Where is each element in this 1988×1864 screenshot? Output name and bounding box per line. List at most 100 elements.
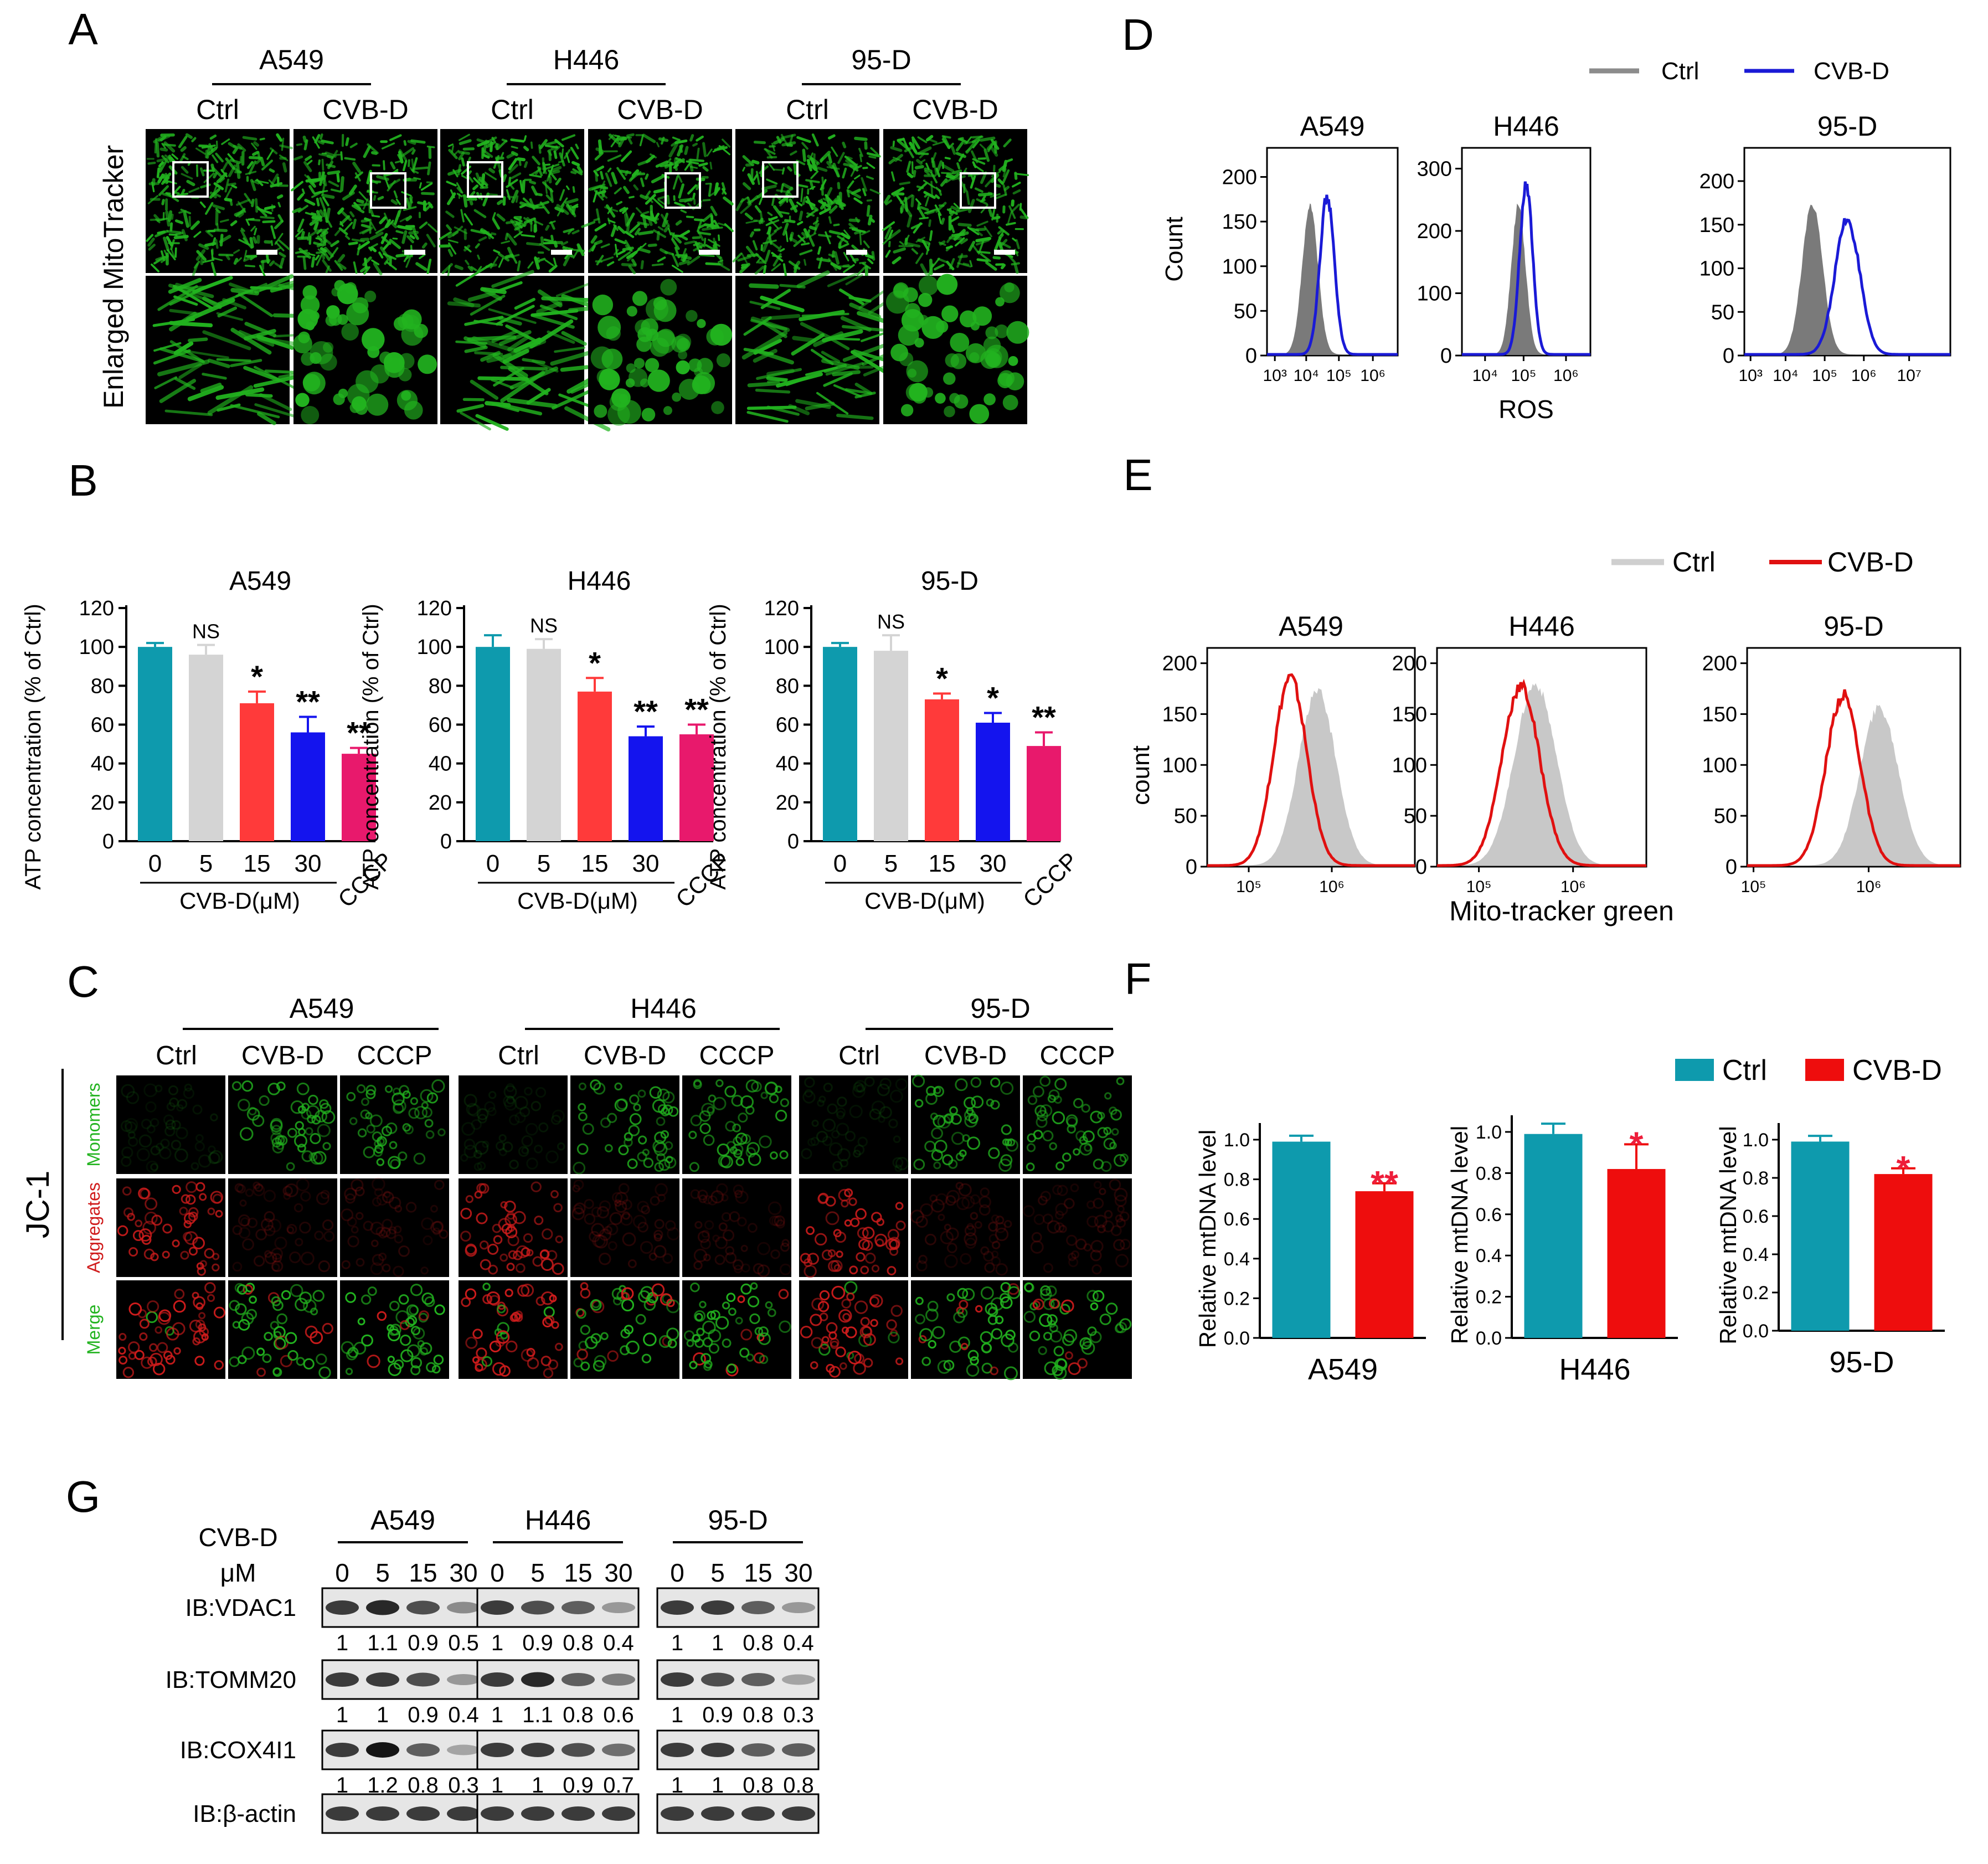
mito-fragment <box>521 222 526 228</box>
cell-ring <box>121 1146 133 1158</box>
mito-fragment <box>1012 182 1021 188</box>
plot-frame <box>1743 147 1951 357</box>
mito-fragment <box>838 243 849 249</box>
cell-ring <box>845 1326 857 1338</box>
mito-blob <box>935 393 946 404</box>
mito-fragment <box>199 201 206 208</box>
cell-ring <box>152 1362 166 1376</box>
mito-fragment <box>544 140 558 146</box>
mito-fragment <box>490 256 499 269</box>
blot-quant-value: 0.9 <box>408 1703 439 1727</box>
mito-fragment <box>500 152 504 158</box>
cell-ring <box>714 1254 725 1265</box>
mito-fragment <box>803 228 810 237</box>
mito-tubule <box>467 291 496 302</box>
mito-blob <box>900 404 914 416</box>
mito-fragment <box>925 243 931 255</box>
cell-ring <box>1110 1109 1122 1121</box>
mito-fragment <box>678 260 690 266</box>
cell-ring <box>739 1347 750 1358</box>
mito-fragment <box>998 164 1007 172</box>
mito-blob <box>918 292 933 307</box>
cell-ring <box>869 1296 879 1306</box>
mito-fragment <box>165 192 171 195</box>
bar <box>578 691 612 841</box>
mito-fragment <box>918 182 928 192</box>
mito-fragment <box>340 210 352 222</box>
cell-ring <box>492 1362 506 1376</box>
cell-ring <box>862 1227 875 1239</box>
mito-fragment <box>595 208 601 224</box>
cell-ring <box>276 1081 286 1091</box>
cell-ring <box>138 1228 152 1242</box>
mito-blob <box>950 332 970 352</box>
cell-ring <box>498 1134 507 1142</box>
significance-mark: ** <box>296 684 320 719</box>
y-tick-label: 0.2 <box>1743 1283 1769 1304</box>
mito-tubule <box>498 330 532 346</box>
cell-ring <box>1038 1346 1047 1356</box>
cell-ring <box>345 1193 356 1204</box>
x-tick-label: 10³ <box>1263 367 1286 385</box>
cell-ring <box>620 1329 631 1338</box>
mito-fragment <box>765 221 772 226</box>
cell-ring <box>208 1145 216 1154</box>
cell-ring <box>297 1144 306 1153</box>
cell-ring <box>307 1114 316 1124</box>
bar <box>976 722 1010 841</box>
cell-ring <box>822 1136 833 1146</box>
cell-ring <box>836 1250 843 1258</box>
mito-fragment <box>767 226 772 235</box>
cell-ring <box>858 1238 870 1250</box>
mito-fragment <box>506 189 511 200</box>
panel-c-row-label: Monomers <box>84 1083 104 1166</box>
mito-blob <box>905 383 924 401</box>
blot-strip <box>476 1659 640 1700</box>
mito-fragment <box>714 146 728 152</box>
panel-a-group-label: Ctrl <box>491 94 534 125</box>
cell-ring <box>461 1122 475 1136</box>
y-tick-label: 100 <box>1417 282 1452 306</box>
panel-a-cellline-1: H446 <box>553 44 620 75</box>
cell-ring <box>855 1208 867 1220</box>
cell-ring <box>734 1190 743 1198</box>
mito-fragment <box>885 250 891 258</box>
cell-ring <box>878 1115 885 1123</box>
mito-fragment <box>302 256 307 270</box>
cell-ring <box>147 1300 159 1313</box>
y-tick-label: 150 <box>1162 703 1197 726</box>
cell-ring <box>173 1300 186 1313</box>
mito-fragment <box>475 172 482 183</box>
cell-ring <box>637 1222 648 1233</box>
cell-ring <box>239 1127 254 1141</box>
cell-ring <box>648 1252 657 1261</box>
mito-fragment <box>620 150 632 162</box>
bar <box>1027 746 1061 841</box>
mito-fragment <box>615 244 619 258</box>
blot-band <box>602 1602 635 1613</box>
mito-fragment <box>209 134 217 140</box>
cell-ring <box>145 1211 158 1225</box>
mito-fragment <box>742 167 745 172</box>
cell-ring <box>572 1185 580 1193</box>
mito-blob <box>632 291 648 306</box>
mito-tubule <box>460 411 491 431</box>
mito-fragment <box>772 137 785 145</box>
histogram-title: H446 <box>1493 111 1559 142</box>
blot-quant-value: 0.9 <box>408 1631 439 1655</box>
mito-fragment <box>292 207 302 214</box>
scale-bar <box>404 250 425 255</box>
mito-fragment <box>960 238 968 245</box>
mito-fragment <box>304 174 316 186</box>
cell-ring <box>477 1161 486 1171</box>
mito-fragment <box>162 193 172 198</box>
mito-tubule <box>238 292 274 317</box>
mito-blob <box>678 350 688 360</box>
mito-fragment <box>600 243 610 249</box>
mito-fragment <box>260 215 275 219</box>
mito-tubule <box>526 388 551 405</box>
cell-ring <box>690 1282 700 1293</box>
blot-quant-value: 0.8 <box>563 1631 594 1655</box>
mito-fragment <box>159 147 168 152</box>
mito-fragment <box>421 192 435 195</box>
